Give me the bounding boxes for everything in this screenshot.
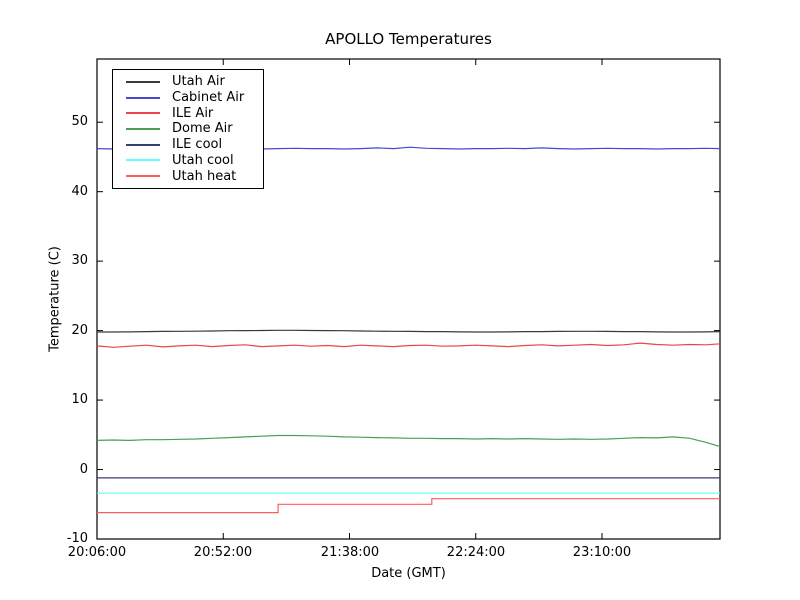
- legend-label: Utah Air: [172, 74, 225, 90]
- xtick-label: 22:24:00: [446, 545, 506, 560]
- legend-label: Utah cool: [172, 152, 234, 168]
- legend-line-swatch: [126, 143, 160, 146]
- chart-title: APOLLO Temperatures: [325, 30, 492, 48]
- legend-line-swatch: [126, 127, 160, 130]
- y-axis-label: Temperature (C): [47, 246, 63, 352]
- legend-entry: Utah cool: [113, 153, 263, 168]
- series-line: [96, 434, 721, 448]
- legend-entry: Dome Air: [113, 121, 263, 136]
- ytick-label: -10: [66, 531, 88, 546]
- legend-label: Cabinet Air: [172, 90, 245, 106]
- xtick-label: 23:10:00: [572, 545, 632, 560]
- ytick-label: 10: [71, 392, 88, 407]
- ytick-label: 50: [71, 114, 88, 129]
- legend-label: ILE cool: [172, 137, 223, 153]
- xtick-label: 20:06:00: [67, 545, 127, 560]
- legend-entry: ILE cool: [113, 137, 263, 152]
- legend-line-swatch: [126, 80, 160, 83]
- xtick-label: 20:52:00: [193, 545, 253, 560]
- tick-marks: [96, 59, 720, 540]
- legend-entry: Cabinet Air: [113, 90, 263, 105]
- legend: Utah Air Cabinet Air ILE Air Dome Air IL…: [112, 69, 264, 189]
- ytick-label: 30: [71, 253, 88, 268]
- legend-line-swatch: [126, 175, 160, 178]
- legend-line-swatch: [126, 96, 160, 99]
- x-axis-label: Date (GMT): [371, 566, 446, 581]
- ytick-label: 0: [79, 462, 88, 477]
- ytick-label: 20: [71, 323, 88, 338]
- legend-entry: ILE Air: [113, 106, 263, 121]
- plot-frame: [96, 58, 721, 540]
- series-line: [97, 329, 721, 333]
- legend-label: Dome Air: [172, 121, 233, 137]
- legend-line-swatch: [126, 159, 160, 162]
- series-line: [97, 498, 720, 514]
- legend-label: Utah heat: [172, 168, 237, 184]
- xtick-label: 21:38:00: [320, 545, 380, 560]
- series-line: [96, 342, 721, 348]
- legend-line-swatch: [126, 112, 160, 115]
- plot-lines: [96, 146, 721, 514]
- legend-label: ILE Air: [172, 105, 214, 121]
- legend-entry: Utah heat: [113, 169, 263, 184]
- legend-entry: Utah Air: [113, 74, 263, 89]
- ytick-label: 40: [71, 184, 88, 199]
